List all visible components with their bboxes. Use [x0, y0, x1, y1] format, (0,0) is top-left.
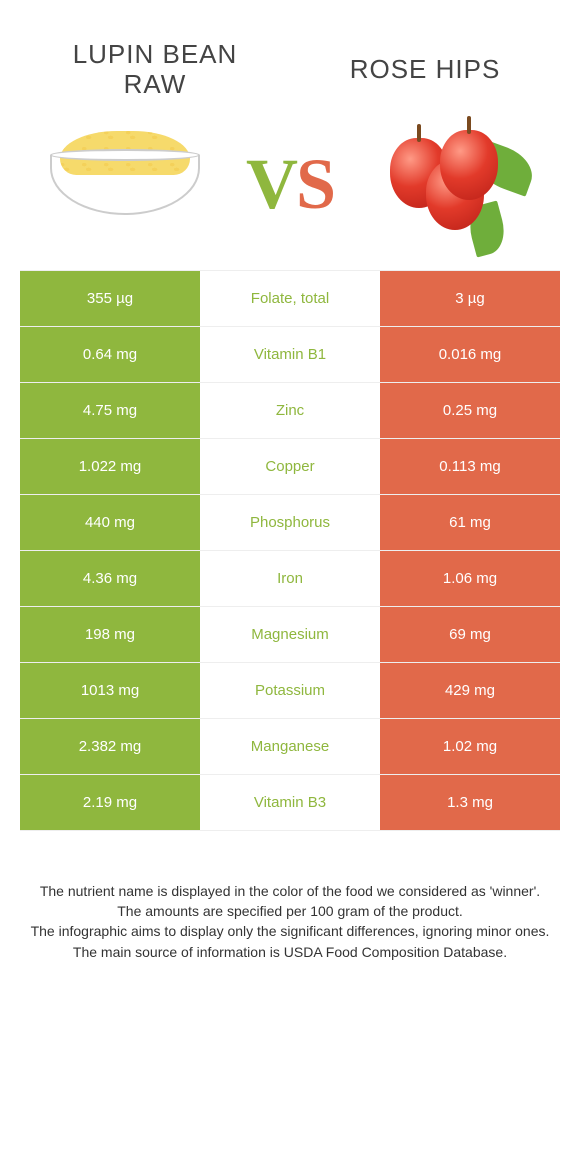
- value-left: 2.19 mg: [20, 775, 200, 830]
- vs-s: S: [296, 144, 334, 224]
- value-right: 0.25 mg: [380, 383, 560, 438]
- value-right: 429 mg: [380, 663, 560, 718]
- nutrient-label: Folate, total: [200, 271, 380, 326]
- nutrient-label: Phosphorus: [200, 495, 380, 550]
- table-row: 0.64 mgVitamin B10.016 mg: [20, 327, 560, 383]
- value-right: 0.113 mg: [380, 439, 560, 494]
- bowl-icon: [50, 155, 200, 215]
- value-right: 1.02 mg: [380, 719, 560, 774]
- table-row: 2.382 mgManganese1.02 mg: [20, 719, 560, 775]
- value-right: 69 mg: [380, 607, 560, 662]
- table-row: 2.19 mgVitamin B31.3 mg: [20, 775, 560, 831]
- value-left: 4.75 mg: [20, 383, 200, 438]
- vs-v: V: [246, 144, 296, 224]
- vs-label: VS: [246, 143, 334, 226]
- table-row: 355 µgFolate, total3 µg: [20, 271, 560, 327]
- value-left: 0.64 mg: [20, 327, 200, 382]
- hero-row: VS: [0, 110, 580, 270]
- nutrient-label: Vitamin B3: [200, 775, 380, 830]
- footer-line: The nutrient name is displayed in the co…: [30, 881, 550, 901]
- value-left: 198 mg: [20, 607, 200, 662]
- food-image-right: [370, 120, 540, 250]
- table-row: 1013 mgPotassium429 mg: [20, 663, 560, 719]
- table-row: 440 mgPhosphorus61 mg: [20, 495, 560, 551]
- nutrient-label: Iron: [200, 551, 380, 606]
- comparison-table: 355 µgFolate, total3 µg0.64 mgVitamin B1…: [20, 270, 560, 831]
- title-right: Rose Hips: [330, 55, 520, 85]
- nutrient-label: Copper: [200, 439, 380, 494]
- value-right: 1.06 mg: [380, 551, 560, 606]
- footer-line: The amounts are specified per 100 gram o…: [30, 901, 550, 921]
- table-row: 4.75 mgZinc0.25 mg: [20, 383, 560, 439]
- titles-row: Lupin Bean Raw Rose Hips: [0, 0, 580, 110]
- footer-line: The infographic aims to display only the…: [30, 921, 550, 941]
- nutrient-label: Magnesium: [200, 607, 380, 662]
- table-row: 4.36 mgIron1.06 mg: [20, 551, 560, 607]
- value-left: 1.022 mg: [20, 439, 200, 494]
- value-right: 0.016 mg: [380, 327, 560, 382]
- nutrient-label: Vitamin B1: [200, 327, 380, 382]
- table-row: 198 mgMagnesium69 mg: [20, 607, 560, 663]
- footer-notes: The nutrient name is displayed in the co…: [30, 881, 550, 962]
- nutrient-label: Zinc: [200, 383, 380, 438]
- table-row: 1.022 mgCopper0.113 mg: [20, 439, 560, 495]
- value-left: 355 µg: [20, 271, 200, 326]
- value-left: 1013 mg: [20, 663, 200, 718]
- nutrient-label: Potassium: [200, 663, 380, 718]
- value-left: 440 mg: [20, 495, 200, 550]
- value-right: 61 mg: [380, 495, 560, 550]
- rosehips-icon: [380, 120, 530, 250]
- title-left: Lupin Bean Raw: [60, 40, 250, 100]
- footer-line: The main source of information is USDA F…: [30, 942, 550, 962]
- value-right: 1.3 mg: [380, 775, 560, 830]
- value-left: 2.382 mg: [20, 719, 200, 774]
- nutrient-label: Manganese: [200, 719, 380, 774]
- food-image-left: [40, 120, 210, 250]
- value-left: 4.36 mg: [20, 551, 200, 606]
- value-right: 3 µg: [380, 271, 560, 326]
